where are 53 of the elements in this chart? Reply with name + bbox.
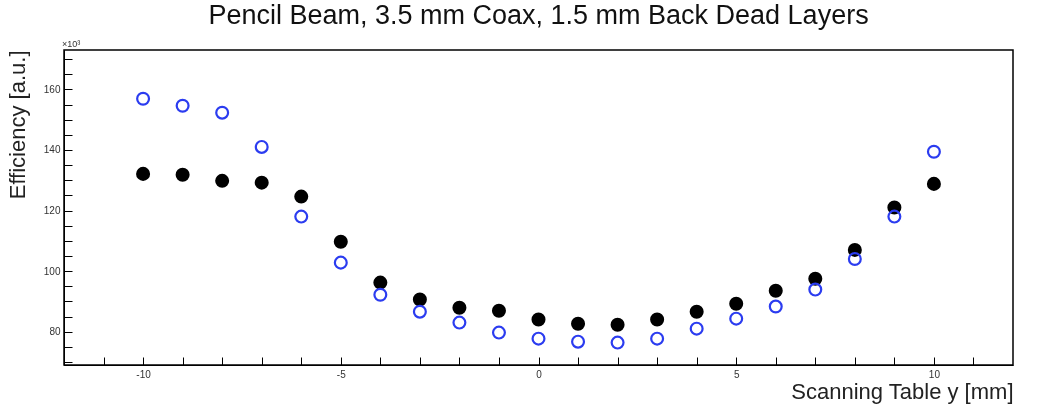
point [333, 234, 348, 249]
y-tick-label: 120 [43, 205, 61, 217]
point [412, 304, 427, 319]
point [571, 316, 586, 331]
point [175, 98, 190, 113]
point [215, 105, 230, 120]
point [175, 167, 190, 182]
point [254, 175, 269, 190]
x-tick-label: 0 [536, 368, 543, 380]
x-tick-label: -10 [136, 368, 152, 380]
point [650, 312, 665, 327]
y-axis-title: Efficiency [a.u.] [4, 50, 30, 200]
point [571, 334, 586, 349]
point [254, 139, 269, 154]
point [294, 189, 309, 204]
y-tick-label: 160 [43, 83, 61, 95]
x-axis-title: Scanning Table y [mm] [791, 378, 1014, 404]
point [729, 311, 744, 326]
point [650, 331, 665, 346]
point [215, 173, 230, 188]
point [926, 176, 941, 191]
point [926, 144, 941, 159]
point [887, 209, 902, 224]
point [412, 292, 427, 307]
point [610, 335, 625, 350]
y-tick-label: 140 [43, 144, 61, 156]
point [373, 287, 388, 302]
x-tick-label: 10 [928, 368, 941, 380]
point [729, 296, 744, 311]
y-tick-label: 100 [43, 265, 61, 277]
point [689, 304, 704, 319]
point [491, 325, 506, 340]
point [768, 283, 783, 298]
point [847, 251, 862, 266]
point [808, 282, 823, 297]
point [294, 209, 309, 224]
x-tick-label: 5 [733, 368, 740, 380]
point [768, 299, 783, 314]
point [689, 321, 704, 336]
point [373, 275, 388, 290]
point [333, 255, 348, 270]
text: ×10³ [62, 39, 81, 49]
point [136, 91, 151, 106]
point [531, 331, 546, 346]
point [452, 315, 467, 330]
point [491, 303, 506, 318]
y-tick-label: 80 [49, 326, 61, 338]
point [452, 300, 467, 315]
point [610, 317, 625, 332]
chart-title: Pencil Beam, 3.5 mm Coax, 1.5 mm Back Dead Layers [208, 0, 869, 30]
point [531, 312, 546, 327]
x-tick-label: -5 [336, 368, 347, 380]
point [136, 166, 151, 181]
